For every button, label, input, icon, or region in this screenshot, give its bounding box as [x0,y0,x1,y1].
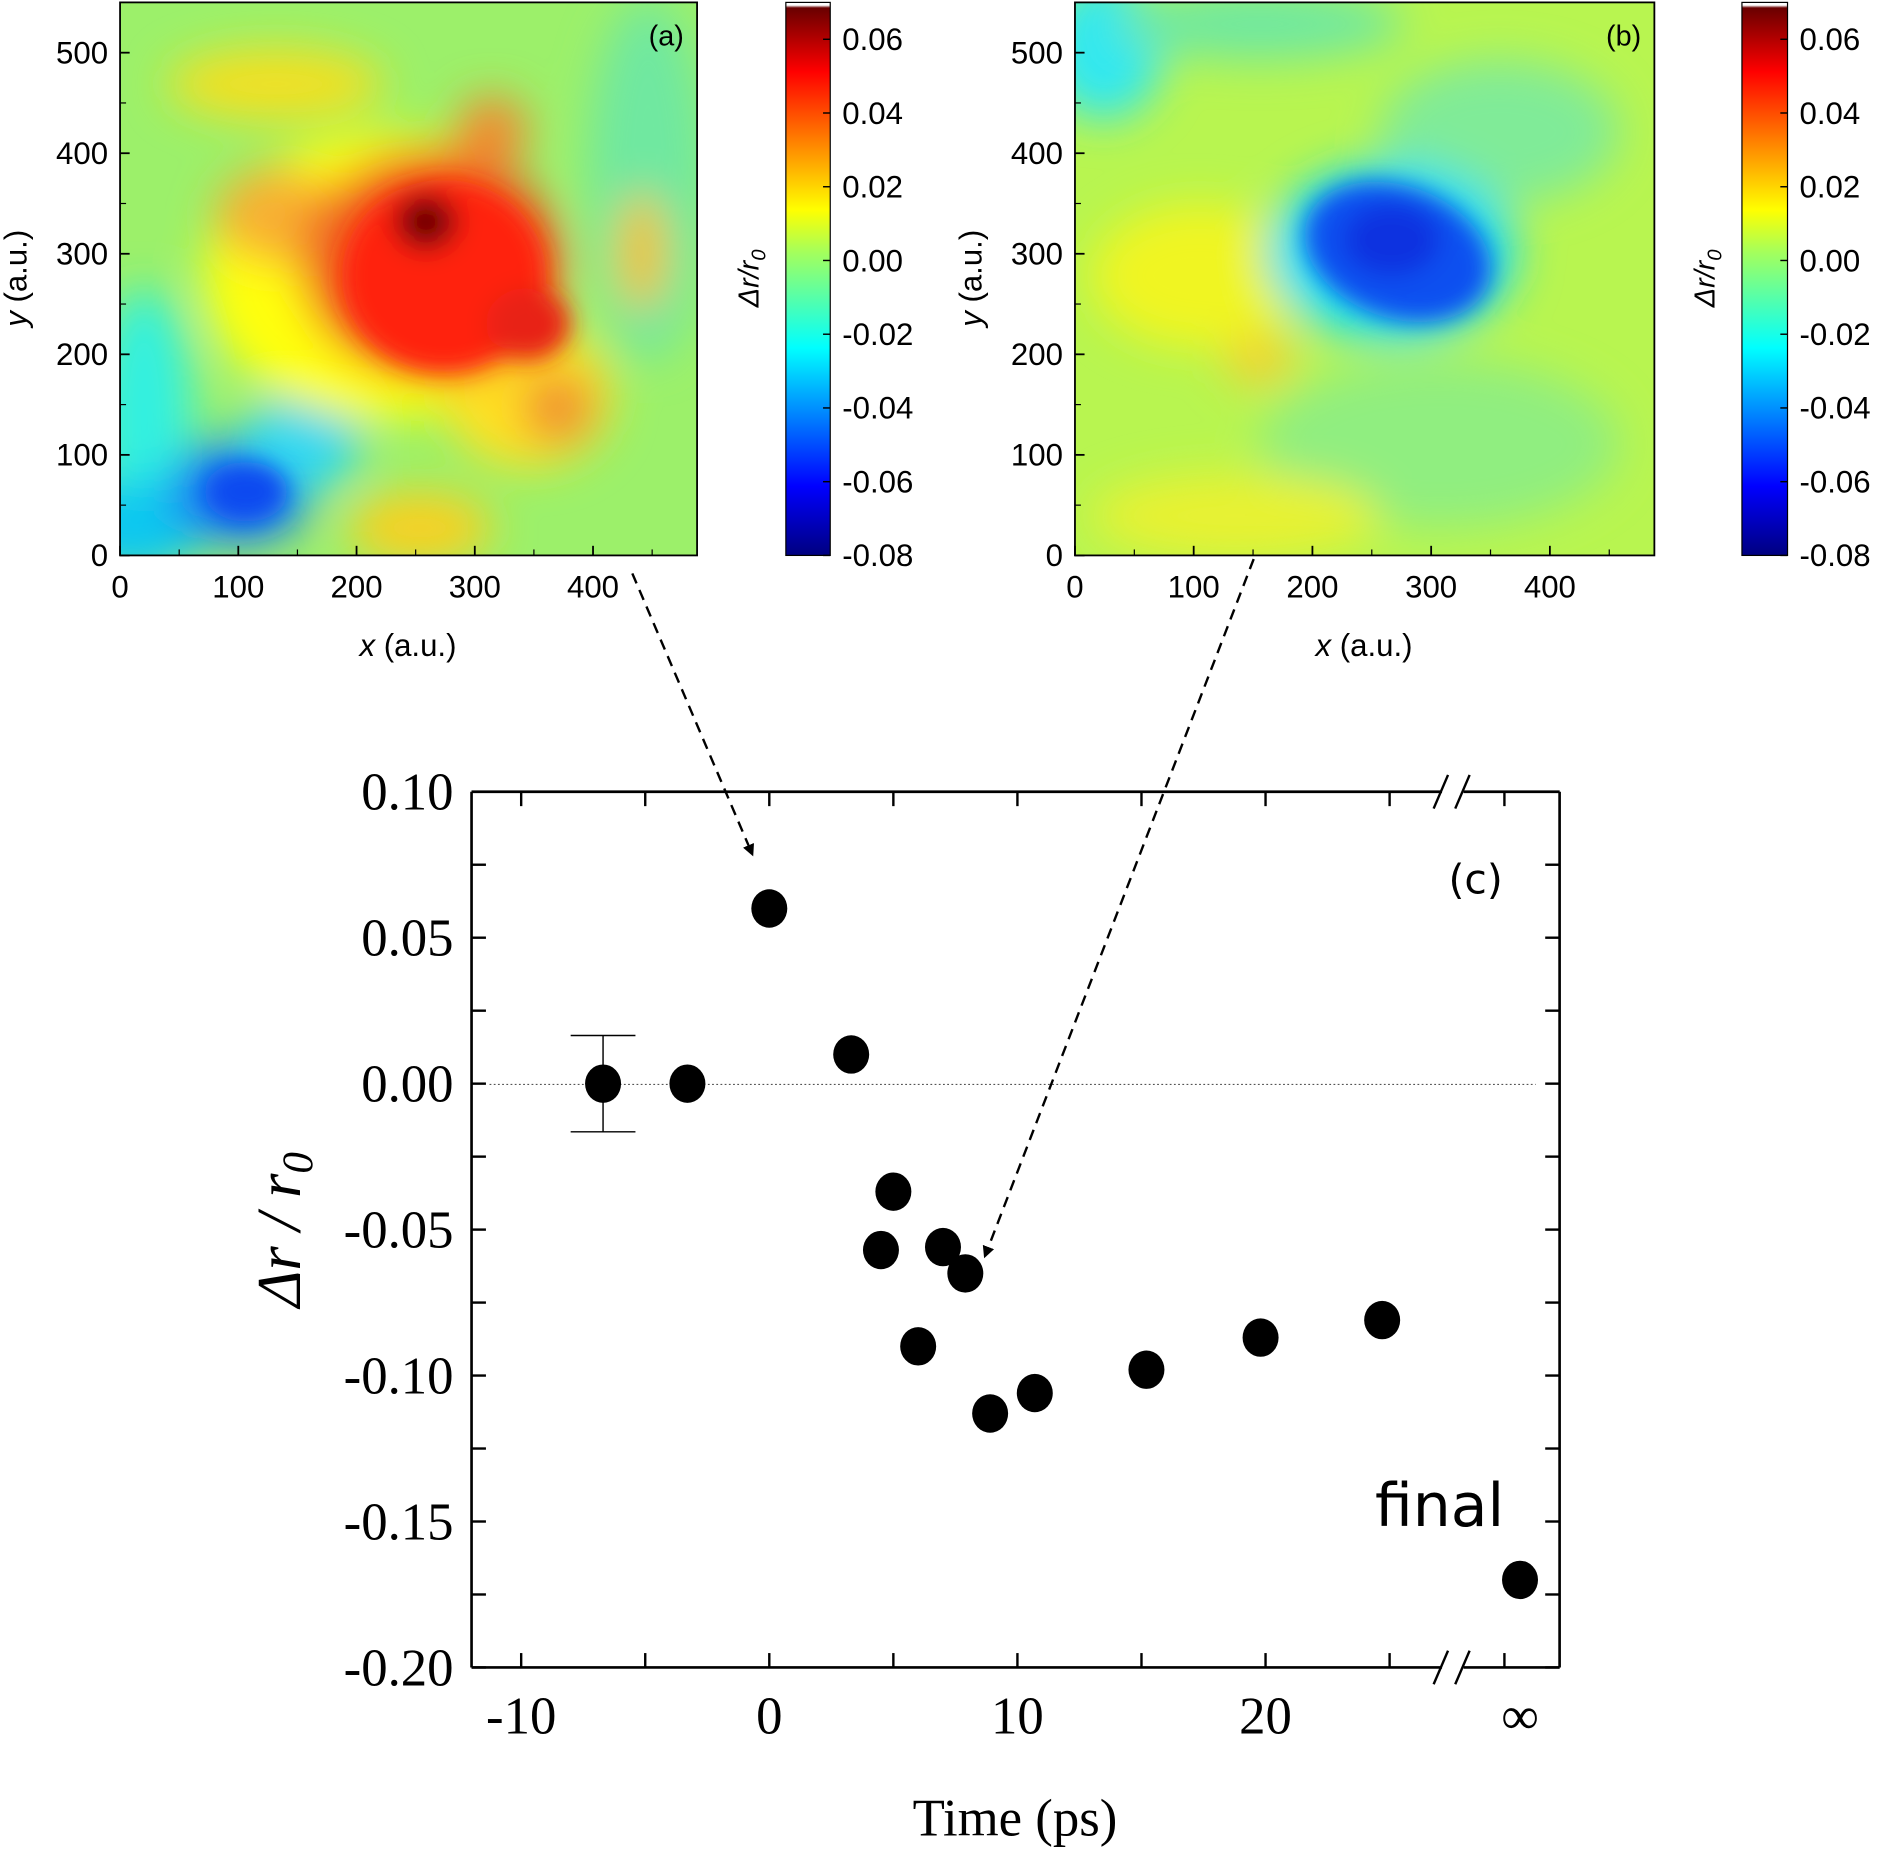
y-tick-label: 100 [56,438,108,473]
x-tick-label: 10 [991,1687,1044,1745]
y-tick-label: -0.15 [344,1494,454,1552]
y-tick-label: 200 [56,337,108,372]
arrow-a-to-c [631,572,755,857]
data-point [924,1227,961,1267]
data-point [1502,1560,1539,1600]
y-tick-label: 0.00 [361,1056,453,1114]
x-tick-label: 300 [449,569,501,604]
colorbar-a [785,1,831,557]
colorbar-b [1741,1,1789,557]
y-tick-label: -0.10 [344,1348,454,1406]
x-axis-label-a: x (a.u.) [357,628,456,663]
colorbar-tick-label: -0.04 [1800,391,1871,426]
data-point [1016,1373,1053,1413]
arrow-b-to-c [982,558,1255,1259]
y-tick-label: 0 [91,538,108,573]
scatter-c: -10 0 10 20 ∞ 0.10 0.05 0.00 -0.05 -0.10 -0.15 -0.2… [245,558,1561,1847]
x-tick-label: 400 [1524,569,1576,604]
x-tick-label: -10 [486,1687,556,1745]
data-point [1242,1318,1279,1357]
data-point [972,1394,1009,1433]
colorbar-tick-label: 0.02 [1800,170,1861,205]
data-point [751,889,788,928]
colorbar-tick-label: 0.02 [842,170,903,205]
y-axis-label-b: y (a.u.) [953,230,988,329]
x-tick-label: 0 [111,569,128,604]
axis-break-mark [1432,1650,1450,1685]
x-tick-label: 200 [331,569,383,604]
axis-break-mark [1454,774,1471,810]
x-axis-label-b: x (a.u.) [1314,628,1413,663]
y-tick-label: 200 [1011,337,1063,372]
colorbar-tick-label: 0.04 [1800,96,1861,131]
colorbar-tick-label: -0.04 [842,391,913,426]
y-axis-label-c: Δr / r0 [245,1152,322,1311]
data-point [900,1327,937,1366]
y-tick-label: -0.20 [344,1639,454,1697]
data-point [585,1064,622,1103]
colorbar-tick-label: 0.04 [842,96,903,131]
y-tick-label: -0.05 [344,1202,454,1260]
data-point [833,1035,870,1074]
y-tick-label: 0 [1046,538,1063,573]
y-tick-label: 300 [56,237,108,272]
colorbar-tick-label: -0.02 [842,317,913,352]
heatmap-a-image [120,2,698,556]
colorbar-tick-label: -0.08 [1800,538,1871,573]
annotation-final: final [1375,1471,1504,1541]
colorbar-label-b: Δr/r0 [1689,249,1726,308]
colorbar-tick-label: -0.02 [1800,317,1871,352]
colorbar-tick-label: 0.06 [1800,22,1861,57]
colorbar-tick-label: -0.08 [842,538,913,573]
heatmap-b-image [1074,2,1655,556]
data-point [1364,1300,1401,1340]
panel-label-a: (a) [649,21,684,53]
heatmap-b: 0 100 200 300 400 0 100 200 300 400 500 (b) x (a.u… [953,1,1871,663]
x-tick-label: 400 [567,569,619,604]
y-tick-label: 100 [1011,438,1063,473]
y-tick-label: 400 [1011,136,1063,171]
y-tick-label: 500 [1011,35,1063,70]
y-tick-label: 400 [56,136,108,171]
colorbar-tick-label: 0.06 [842,22,903,57]
data-point [875,1172,912,1211]
x-tick-label: 200 [1286,569,1338,604]
y-tick-label: 500 [56,35,108,70]
x-tick-label: 100 [1168,569,1220,604]
y-tick-label: 0.05 [361,910,453,968]
data-point [1128,1350,1165,1389]
y-tick-label: 0.10 [361,764,453,822]
panel-label-c: (c) [1449,856,1503,904]
colorbar-tick-label: 0.00 [842,243,903,278]
data-point [669,1064,706,1103]
x-tick-label: 300 [1405,569,1457,604]
data-point [947,1254,984,1293]
panel-label-b: (b) [1606,21,1641,53]
colorbar-label-a: Δr/r0 [733,249,770,308]
x-tick-label: 100 [212,569,264,604]
data-point [862,1230,899,1270]
x-tick-label: ∞ [1501,1687,1539,1745]
heatmap-a: 0 100 200 300 400 0 100 200 300 400 500 (a) x (a.u… [0,1,913,663]
colorbar-tick-label: -0.06 [1800,464,1871,499]
x-axis-label-c: Time (ps) [913,1789,1118,1847]
x-tick-label: 0 [1066,569,1083,604]
axis-break-mark [1454,1650,1471,1685]
y-tick-label: 300 [1011,237,1063,272]
y-axis-label-a: y (a.u.) [0,230,33,329]
x-tick-label: 0 [756,1687,782,1745]
colorbar-tick-label: -0.06 [842,464,913,499]
x-tick-label: 20 [1239,1687,1292,1745]
axis-break-mark [1432,774,1450,810]
colorbar-tick-label: 0.00 [1800,243,1861,278]
